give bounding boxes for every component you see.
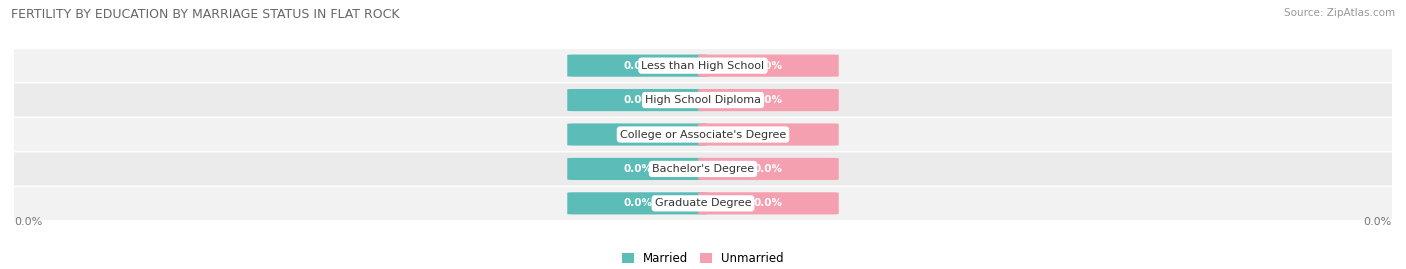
Text: 0.0%: 0.0% [754,95,783,105]
FancyBboxPatch shape [699,123,839,146]
Text: 0.0%: 0.0% [1364,217,1392,227]
Text: 0.0%: 0.0% [623,198,652,208]
Text: 0.0%: 0.0% [14,217,42,227]
FancyBboxPatch shape [0,187,1406,220]
Text: 0.0%: 0.0% [754,129,783,140]
Text: FERTILITY BY EDUCATION BY MARRIAGE STATUS IN FLAT ROCK: FERTILITY BY EDUCATION BY MARRIAGE STATU… [11,8,399,21]
FancyBboxPatch shape [699,89,839,111]
FancyBboxPatch shape [567,158,707,180]
Text: High School Diploma: High School Diploma [645,95,761,105]
Text: 0.0%: 0.0% [623,164,652,174]
Text: 0.0%: 0.0% [754,198,783,208]
FancyBboxPatch shape [699,158,839,180]
FancyBboxPatch shape [0,118,1406,151]
Legend: Married, Unmarried: Married, Unmarried [617,247,789,269]
FancyBboxPatch shape [0,49,1406,82]
Text: Graduate Degree: Graduate Degree [655,198,751,208]
FancyBboxPatch shape [699,55,839,77]
Text: 0.0%: 0.0% [623,95,652,105]
FancyBboxPatch shape [567,123,707,146]
Text: Less than High School: Less than High School [641,61,765,71]
FancyBboxPatch shape [0,153,1406,185]
Text: 0.0%: 0.0% [754,61,783,71]
Text: 0.0%: 0.0% [754,164,783,174]
Text: 0.0%: 0.0% [623,61,652,71]
Text: 0.0%: 0.0% [623,129,652,140]
FancyBboxPatch shape [0,84,1406,116]
FancyBboxPatch shape [567,55,707,77]
FancyBboxPatch shape [567,192,707,214]
Text: Bachelor's Degree: Bachelor's Degree [652,164,754,174]
FancyBboxPatch shape [699,192,839,214]
FancyBboxPatch shape [567,89,707,111]
Text: Source: ZipAtlas.com: Source: ZipAtlas.com [1284,8,1395,18]
Text: College or Associate's Degree: College or Associate's Degree [620,129,786,140]
